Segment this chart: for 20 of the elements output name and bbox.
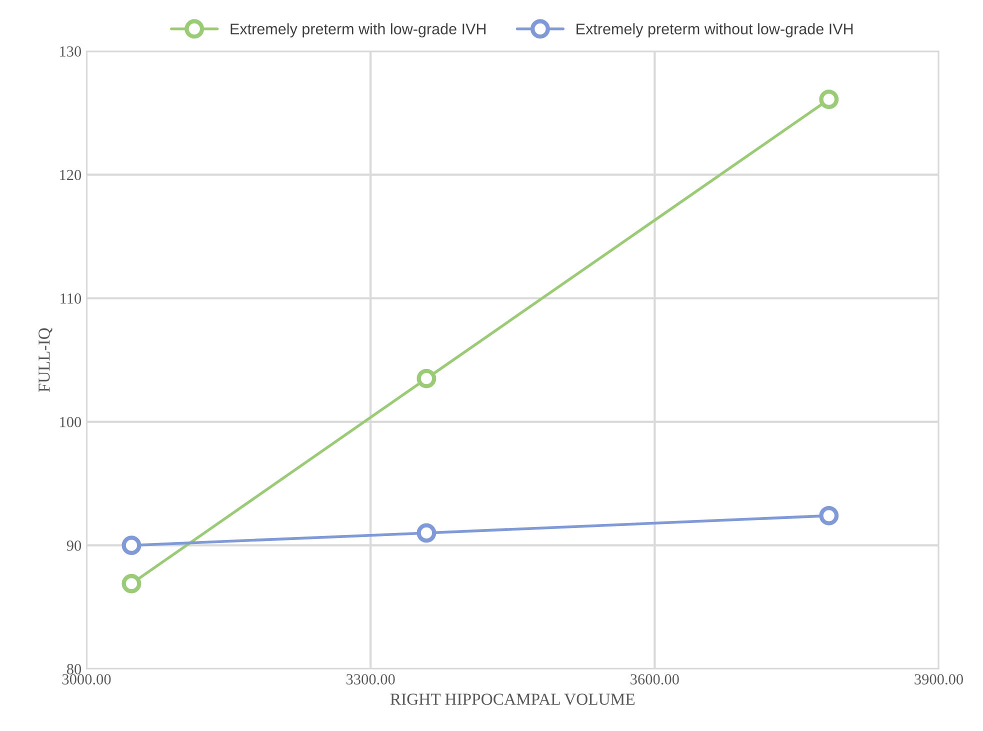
x-tick-label: 3300.00 — [346, 674, 395, 685]
y-tick-label: 90 — [66, 540, 82, 551]
legend-label: Extremely preterm with low-grade IVH — [230, 23, 486, 38]
point — [819, 506, 839, 526]
legend-label: Extremely preterm without low-grade IVH — [576, 23, 853, 38]
x-tick-label: 3600.00 — [630, 674, 679, 685]
point — [122, 536, 142, 556]
x-tick-label: 3000.00 — [62, 674, 111, 685]
y-tick-label: 130 — [60, 46, 82, 57]
point — [819, 90, 839, 110]
y-tick-label: 80 — [66, 664, 82, 674]
x-axis-title: RIGHT HIPPOCAMPAL VOLUME — [390, 694, 635, 705]
point — [122, 574, 142, 594]
point — [416, 368, 436, 388]
y-tick-label: 100 — [60, 416, 82, 428]
y-axis-title: FULL-IQ — [38, 328, 52, 392]
x-tick-label: 3900.00 — [914, 674, 964, 685]
point — [416, 523, 436, 543]
y-tick-label: 120 — [60, 170, 82, 180]
y-tick-label: 110 — [60, 293, 82, 304]
